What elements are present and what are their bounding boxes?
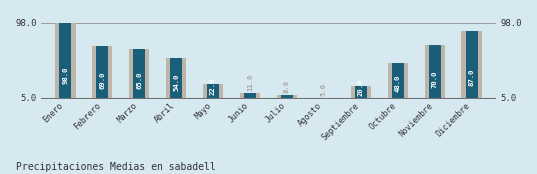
Text: 54.0: 54.0 xyxy=(173,73,179,91)
Bar xyxy=(97,46,108,98)
Text: 48.0: 48.0 xyxy=(395,74,401,92)
Text: 87.0: 87.0 xyxy=(469,68,475,86)
Bar xyxy=(281,95,293,98)
Bar xyxy=(129,49,149,98)
Text: 22.0: 22.0 xyxy=(210,78,216,95)
Text: Precipitaciones Medias en sabadell: Precipitaciones Medias en sabadell xyxy=(16,162,216,172)
Bar xyxy=(355,86,367,98)
Bar xyxy=(244,93,256,98)
Bar xyxy=(133,49,145,98)
Bar xyxy=(166,58,186,98)
Bar xyxy=(203,84,223,98)
Bar xyxy=(351,86,371,98)
Bar xyxy=(170,58,182,98)
Bar xyxy=(425,45,445,98)
Text: 11.0: 11.0 xyxy=(247,73,253,91)
Text: 70.0: 70.0 xyxy=(432,71,438,88)
Text: 65.0: 65.0 xyxy=(136,72,142,89)
Bar xyxy=(55,23,76,98)
Text: 20.0: 20.0 xyxy=(358,78,364,96)
Bar xyxy=(277,95,297,98)
Bar xyxy=(240,93,260,98)
Text: 8.0: 8.0 xyxy=(284,80,290,93)
Bar xyxy=(392,63,404,98)
Bar xyxy=(388,63,408,98)
Bar xyxy=(466,31,477,98)
Bar xyxy=(207,84,219,98)
Bar xyxy=(60,23,71,98)
Text: 69.0: 69.0 xyxy=(99,71,105,89)
Bar xyxy=(429,45,440,98)
Bar xyxy=(461,31,482,98)
Text: 98.0: 98.0 xyxy=(62,67,68,84)
Text: 5.0: 5.0 xyxy=(321,82,327,96)
Bar xyxy=(92,46,112,98)
